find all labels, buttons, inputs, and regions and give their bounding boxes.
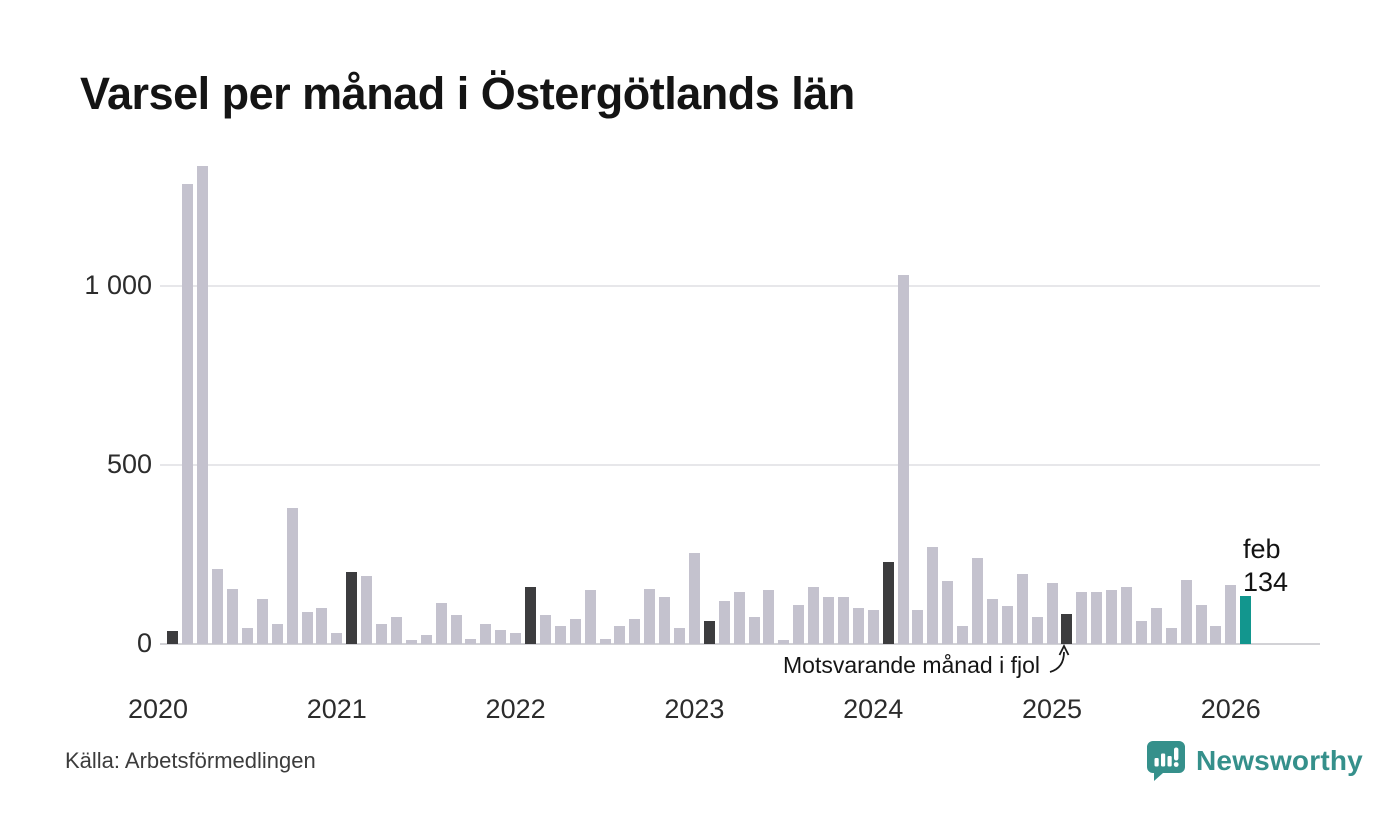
gridline-y-1000 [160, 285, 1320, 287]
bar-2023-06 [763, 590, 775, 644]
annotation-last-year-label: Motsvarande månad i fjol [783, 652, 1040, 678]
bar-2024-06 [942, 581, 954, 644]
bar-2024-03 [897, 275, 909, 644]
bar-2022-05 [569, 619, 581, 644]
bar-2023-03 [718, 601, 730, 644]
bar-2022-12 [674, 628, 685, 644]
bar-2024-10 [1001, 606, 1013, 644]
bar-2022-04 [554, 626, 566, 644]
bar-2023-11 [837, 597, 849, 644]
bar-2022-01 [510, 633, 522, 644]
bar-2021-09 [450, 615, 462, 644]
bar-2023-07 [778, 640, 790, 644]
bar-2024-12 [1031, 617, 1043, 644]
x-axis-year-2022: 2022 [485, 694, 546, 724]
bar-2025-12 [1210, 626, 1222, 644]
bar-2021-08 [435, 603, 447, 644]
gridline-y-500 [160, 464, 1320, 466]
bar-2025-08 [1150, 608, 1162, 644]
y-axis-tick-label: 0 [136, 628, 152, 658]
bar-2020-12 [316, 608, 328, 644]
bar-2021-01 [331, 633, 343, 644]
x-axis-year-2023: 2023 [664, 694, 725, 724]
bar-2025-10 [1180, 580, 1192, 644]
bar-2026-02 [1240, 596, 1252, 644]
bar-2022-10 [644, 589, 656, 644]
x-axis-year-2024: 2024 [843, 694, 904, 724]
bar-2024-08 [972, 558, 983, 644]
brand-lockup: Newsworthy [1146, 740, 1363, 782]
bar-2020-05 [212, 569, 224, 644]
bar-2022-11 [659, 597, 671, 644]
bar-2024-11 [1016, 574, 1028, 644]
newsworthy-logo-icon [1147, 741, 1185, 781]
bar-2020-11 [301, 612, 313, 644]
bar-2025-06 [1121, 587, 1132, 644]
bar-2021-11 [480, 624, 492, 644]
source-note: Källa: Arbetsförmedlingen [65, 748, 316, 773]
current-bar-value-label: feb 134 [1243, 533, 1288, 599]
bar-2023-02 [703, 621, 715, 644]
bar-2020-02 [167, 631, 179, 644]
bar-2024-01 [867, 610, 879, 644]
bar-2023-01 [688, 553, 700, 644]
bar-2024-04 [912, 610, 924, 644]
bar-2023-05 [748, 617, 760, 644]
bar-2020-09 [271, 624, 283, 644]
bar-2022-03 [539, 615, 551, 644]
bar-2021-06 [405, 640, 417, 644]
bar-2020-04 [197, 166, 209, 644]
bar-2024-07 [957, 626, 969, 644]
y-axis-tick-label: 500 [106, 449, 152, 479]
bar-2025-04 [1091, 592, 1103, 644]
bar-2025-02 [1061, 614, 1073, 644]
bar-2024-02 [882, 562, 894, 644]
bar-2023-08 [793, 605, 805, 644]
bar-2025-07 [1135, 621, 1147, 644]
bar-2022-02 [525, 587, 536, 644]
bar-2020-08 [256, 599, 268, 644]
bar-2021-12 [495, 630, 507, 644]
bar-2025-11 [1195, 605, 1207, 644]
bar-2025-03 [1076, 592, 1088, 644]
bar-2023-04 [733, 592, 745, 644]
bar-2020-07 [241, 628, 253, 644]
bar-2022-07 [599, 639, 611, 644]
current-bar-month: feb [1243, 534, 1281, 564]
bar-2022-09 [629, 619, 641, 644]
bar-2021-03 [361, 576, 373, 644]
bar-2023-12 [852, 608, 864, 644]
bar-2020-10 [286, 508, 298, 644]
y-axis-tick-label: 1 000 [84, 270, 152, 300]
bar-2021-02 [346, 572, 358, 644]
bar-2022-06 [584, 590, 596, 644]
brand-name: Newsworthy [1196, 745, 1363, 776]
bar-2022-08 [614, 626, 626, 644]
chart-title: Varsel per månad i Östergötlands län [80, 68, 855, 119]
x-axis-year-2025: 2025 [1021, 694, 1083, 724]
bar-2020-03 [182, 184, 194, 644]
bar-2025-01 [1046, 583, 1058, 644]
bar-2026-01 [1225, 585, 1237, 644]
current-bar-value: 134 [1243, 567, 1289, 597]
bar-2023-09 [808, 587, 820, 644]
bar-2021-05 [390, 617, 402, 644]
x-axis-year-2021: 2021 [306, 694, 367, 724]
bar-2025-09 [1165, 628, 1177, 644]
bar-2021-07 [420, 635, 432, 644]
bar-2020-06 [227, 589, 238, 644]
bar-2024-09 [986, 599, 998, 644]
bar-2024-05 [927, 547, 939, 644]
bar-2021-10 [465, 639, 477, 644]
bar-2021-04 [376, 624, 387, 644]
bar-2025-05 [1106, 590, 1118, 644]
bar-2023-10 [823, 597, 834, 644]
x-axis-year-2020: 2020 [127, 694, 189, 724]
x-axis-year-2026: 2026 [1200, 694, 1261, 724]
gridline-y-0 [160, 643, 1320, 645]
